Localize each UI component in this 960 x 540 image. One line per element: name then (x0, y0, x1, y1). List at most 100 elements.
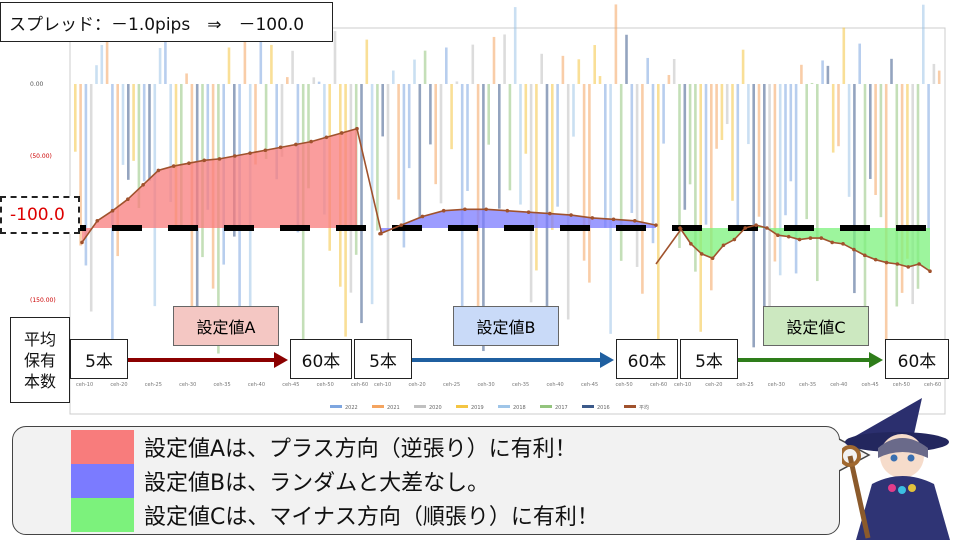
setting-c-end-count: 60本 (885, 339, 949, 379)
average-point (786, 234, 791, 239)
spread-label: スプレッド：－1.0pips ⇒ －100.0 (0, 2, 333, 42)
background-bar (646, 57, 649, 84)
x-tick-label: ceh-40 (830, 382, 847, 388)
x-tick-label: ceh-60 (924, 382, 941, 388)
background-bar (831, 84, 835, 153)
average-point (819, 236, 824, 240)
background-bar (100, 45, 104, 84)
average-point (441, 208, 446, 213)
background-bar (773, 84, 777, 262)
series-legend-swatch (372, 405, 384, 408)
x-tick-label: ceh-45 (581, 382, 598, 388)
series-legend-label: 2018 (513, 405, 526, 411)
series-legend-swatch (498, 405, 510, 408)
average-point (699, 252, 704, 256)
average-point (721, 243, 726, 248)
background-bar (688, 84, 692, 185)
holding-arrows (128, 352, 883, 368)
average-lines (80, 126, 932, 274)
x-tick-label: ceh-45 (862, 382, 879, 388)
x-tick-label: ceh-60 (650, 382, 667, 388)
background-bar (402, 84, 406, 248)
background-bar (800, 64, 803, 84)
average-point (399, 223, 404, 227)
background-bar (614, 4, 618, 85)
average-point (895, 262, 900, 266)
setting-b-end-count: 60本 (616, 339, 678, 379)
background-bar (778, 84, 782, 276)
average-point (808, 236, 813, 240)
background-bar (275, 84, 278, 180)
background-bar (429, 84, 432, 145)
background-bar (874, 84, 877, 196)
background-bar (407, 84, 411, 169)
background-bar (392, 70, 395, 84)
background-bar (492, 36, 496, 84)
x-tick-label: ceh-20 (705, 382, 722, 388)
background-bar (498, 84, 501, 209)
legend-row-b: 設定値Bは、ランダムと大差なし。 (71, 464, 489, 498)
background-bar (604, 84, 607, 228)
background-bar (513, 7, 517, 85)
background-bar (312, 77, 316, 84)
average-point (420, 214, 425, 219)
background-bar (810, 82, 814, 84)
background-bar (593, 45, 596, 84)
x-tick-label: ceh-50 (616, 382, 633, 388)
x-tick-label: ceh-60 (351, 382, 368, 388)
setting-a-end-count: 60本 (290, 339, 352, 379)
background-bar (132, 84, 135, 161)
x-tick-label: ceh-25 (145, 382, 162, 388)
average-point (324, 135, 329, 140)
background-bar (662, 84, 665, 144)
y-axis-ticks: 0.00(50.00)(100.00)(150.00) (30, 81, 56, 304)
background-bar (710, 84, 713, 291)
setting-area (82, 128, 357, 243)
average-point (484, 207, 488, 212)
holding-count-label: 平均 保有 本数 (10, 317, 70, 403)
background-bar (243, 27, 247, 84)
background-bar (805, 84, 808, 220)
background-bar (79, 84, 82, 246)
series-legend-label: 2022 (345, 405, 358, 411)
background-bar (683, 84, 687, 210)
background-bar (270, 44, 273, 84)
average-point (689, 242, 693, 246)
x-tick-label: ceh-50 (317, 382, 334, 388)
background-bar (434, 84, 437, 185)
background-bar (180, 84, 183, 230)
x-tick-label: ceh-10 (674, 382, 691, 388)
background-bar (105, 6, 109, 85)
y-tick-label: 0.00 (30, 81, 44, 88)
average-point (505, 208, 510, 213)
background-bar (158, 47, 162, 84)
legend-row-a: 設定値Aは、プラス方向（逆張り）に有利！ (71, 430, 577, 464)
background-bar (794, 84, 798, 274)
average-point (278, 145, 283, 150)
background-bar (519, 84, 522, 205)
x-tick-label: ceh-30 (768, 382, 785, 388)
background-bar (84, 84, 88, 266)
background-bar (816, 84, 819, 282)
x-tick-label: ceh-35 (214, 382, 231, 388)
background-bar (397, 84, 400, 200)
y-tick-label: (150.00) (30, 297, 56, 304)
background-bar (672, 59, 676, 84)
background-bar (206, 84, 210, 210)
series-legend-swatch (414, 405, 426, 408)
background-bar (381, 84, 384, 137)
background-bar (524, 84, 528, 154)
background-bar (694, 84, 697, 272)
average-point (873, 257, 878, 262)
background-bar (884, 84, 888, 346)
average-line (679, 224, 931, 272)
background-bar (741, 49, 745, 84)
background-bar (286, 77, 289, 84)
x-axis-ticks: ceh-10 ceh-20 ceh-25 ceh-30 ceh-35 ceh-40 ceh-… (76, 382, 941, 388)
background-bar (164, 29, 167, 85)
setting-a-label: 設定値A (173, 306, 279, 346)
average-connector (655, 227, 683, 265)
background-bar (641, 84, 644, 294)
background-bar (466, 84, 469, 191)
